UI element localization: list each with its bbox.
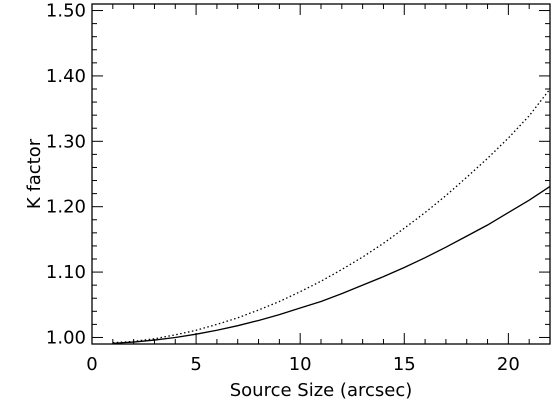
plot-frame: [91, 3, 551, 345]
x-tick-label: 15: [393, 354, 416, 375]
y-tick-label: 1.20: [46, 197, 86, 218]
tick-labels: 0 5 10 15 20 1.00 1.10 1.20 1.30 1.40 1.50: [46, 1, 520, 375]
x-axis-title: Source Size (arcsec): [230, 380, 413, 401]
y-tick-label: 1.30: [46, 131, 86, 152]
x-tick-label: 0: [86, 354, 97, 375]
y-tick-label: 1.40: [46, 66, 86, 87]
axis-ticks: [91, 4, 551, 344]
y-tick-label: 1.00: [46, 327, 86, 348]
y-tick-label: 1.50: [46, 1, 86, 22]
series-group: [112, 88, 551, 344]
dotted-series-line: [112, 88, 551, 344]
x-tick-label: 5: [190, 354, 201, 375]
solid-series-line: [112, 185, 551, 344]
y-tick-label: 1.10: [46, 262, 86, 283]
x-tick-label: 10: [289, 354, 312, 375]
y-axis-title: K factor: [24, 138, 45, 209]
x-tick-label: 20: [497, 354, 520, 375]
